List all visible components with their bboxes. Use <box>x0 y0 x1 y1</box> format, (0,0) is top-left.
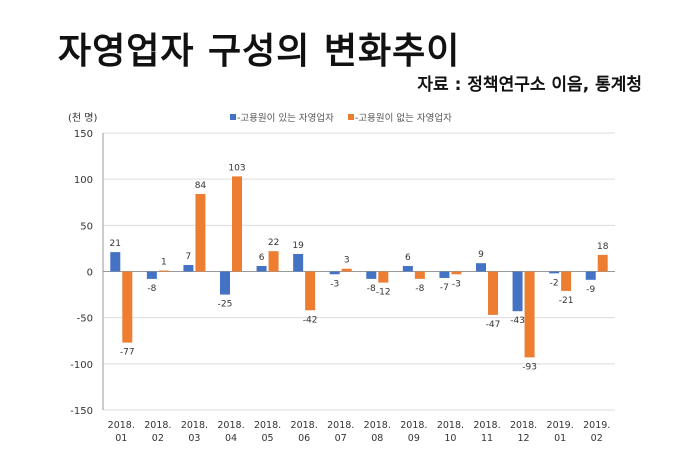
data-label: 19 <box>292 241 304 251</box>
x-tick-label-year: 2019. <box>583 420 610 431</box>
data-label: -43 <box>510 316 525 326</box>
y-tick-label: -100 <box>70 360 93 371</box>
bar-with-employees <box>512 271 523 312</box>
bar-without-employees <box>488 271 498 315</box>
x-tick-label-year: 2018. <box>327 420 354 431</box>
bar-without-employees <box>341 268 352 272</box>
data-label: -8 <box>147 284 156 294</box>
x-tick-label-month: 10 <box>444 433 456 444</box>
x-tick-label-year: 2018. <box>437 420 464 431</box>
bar-without-employees <box>597 254 608 272</box>
bar-with-employees <box>183 265 194 272</box>
legend-label-1: -고용원이 없는 자영업자 <box>355 112 452 124</box>
data-label: -3 <box>330 279 339 289</box>
data-label: 18 <box>597 242 609 252</box>
bar-with-employees <box>585 271 596 280</box>
x-tick-label-year: 2018. <box>291 420 318 431</box>
x-tick-label-year: 2018. <box>473 420 500 431</box>
data-label: -8 <box>415 284 424 294</box>
x-tick-label-year: 2018. <box>364 420 391 431</box>
bar-without-employees <box>378 271 389 283</box>
x-tick-label-month: 04 <box>225 433 237 444</box>
data-label: -9 <box>586 285 595 295</box>
x-tick-label-month: 01 <box>115 433 127 444</box>
bar-without-employees <box>268 251 279 272</box>
source-note: 자료 : 정책연구소 이음, 통계청 <box>417 75 642 95</box>
x-tick-label-year: 2018. <box>510 420 537 431</box>
x-tick-label-month: 02 <box>152 433 164 444</box>
legend-label-0: -고용원이 있는 자영업자 <box>237 112 334 124</box>
x-tick-label-year: 2018. <box>181 420 208 431</box>
bar-with-employees <box>110 252 121 272</box>
data-label: 1 <box>161 258 167 268</box>
y-tick-label: -50 <box>77 314 93 325</box>
bar-without-employees <box>122 271 133 343</box>
bar-without-employees <box>232 176 242 272</box>
data-label: -7 <box>440 283 449 293</box>
x-tick-label-year: 2018. <box>400 420 427 431</box>
bar-with-employees <box>366 271 377 279</box>
y-tick-label: -150 <box>70 406 93 417</box>
data-label: -21 <box>559 296 574 306</box>
x-tick-label-month: 05 <box>262 433 274 444</box>
data-label: -93 <box>522 362 537 372</box>
data-label: -12 <box>376 288 391 298</box>
x-tick-label-month: 11 <box>481 433 493 444</box>
bar-without-employees <box>158 270 169 272</box>
data-label: 84 <box>195 181 207 191</box>
page-title: 자영업자 구성의 변화추이 <box>58 31 461 72</box>
data-label: -47 <box>486 320 501 330</box>
y-tick-label: 150 <box>74 129 93 140</box>
bar-with-employees <box>476 263 486 272</box>
bar-with-employees <box>256 265 267 272</box>
data-label: -8 <box>367 284 376 294</box>
data-label: -25 <box>218 300 233 310</box>
x-tick-label-month: 01 <box>554 433 566 444</box>
x-tick-label-year: 2018. <box>144 420 171 431</box>
bar-without-employees <box>524 271 535 358</box>
bar-without-employees <box>561 271 572 291</box>
bar-with-employees <box>549 271 560 274</box>
y-tick-label: 100 <box>74 175 93 186</box>
y-axis-unit-label: (천 명) <box>68 112 97 124</box>
x-tick-label-month: 12 <box>518 433 530 444</box>
x-tick-label-month: 08 <box>371 433 383 444</box>
bar-without-employees <box>451 271 462 275</box>
legend-swatch-1 <box>348 114 354 120</box>
data-label: 7 <box>186 252 192 262</box>
legend-swatch-0 <box>230 114 236 120</box>
bar-with-employees <box>146 271 157 279</box>
bar-with-employees <box>402 265 413 272</box>
y-tick-label: 0 <box>87 268 93 279</box>
data-label: -77 <box>120 348 135 358</box>
data-label: 3 <box>344 256 350 266</box>
bar-with-employees <box>293 253 304 272</box>
bar-without-employees <box>414 271 425 279</box>
y-tick-label: 50 <box>80 221 93 232</box>
data-label: 9 <box>478 250 484 260</box>
bar-without-employees <box>305 271 316 311</box>
bar-with-employees <box>439 271 450 278</box>
data-label: -42 <box>303 315 318 325</box>
x-tick-label-month: 03 <box>188 433 200 444</box>
bar-with-employees <box>329 271 340 275</box>
data-label: 6 <box>405 253 411 263</box>
bar-without-employees <box>195 193 206 272</box>
x-tick-label-year: 2019. <box>547 420 574 431</box>
x-tick-label-year: 2018. <box>254 420 281 431</box>
data-label: 103 <box>228 163 245 173</box>
x-tick-label-year: 2018. <box>217 420 244 431</box>
x-tick-label-month: 09 <box>408 433 420 444</box>
x-tick-label-year: 2018. <box>108 420 135 431</box>
bar-with-employees <box>220 271 230 295</box>
data-label: 6 <box>259 253 265 263</box>
data-label: 21 <box>110 239 121 249</box>
data-label: 22 <box>268 238 279 248</box>
x-tick-label-month: 06 <box>298 433 310 444</box>
x-tick-label-month: 07 <box>335 433 347 444</box>
data-label: -2 <box>550 278 559 288</box>
data-label: -3 <box>452 279 461 289</box>
x-tick-label-month: 02 <box>591 433 603 444</box>
